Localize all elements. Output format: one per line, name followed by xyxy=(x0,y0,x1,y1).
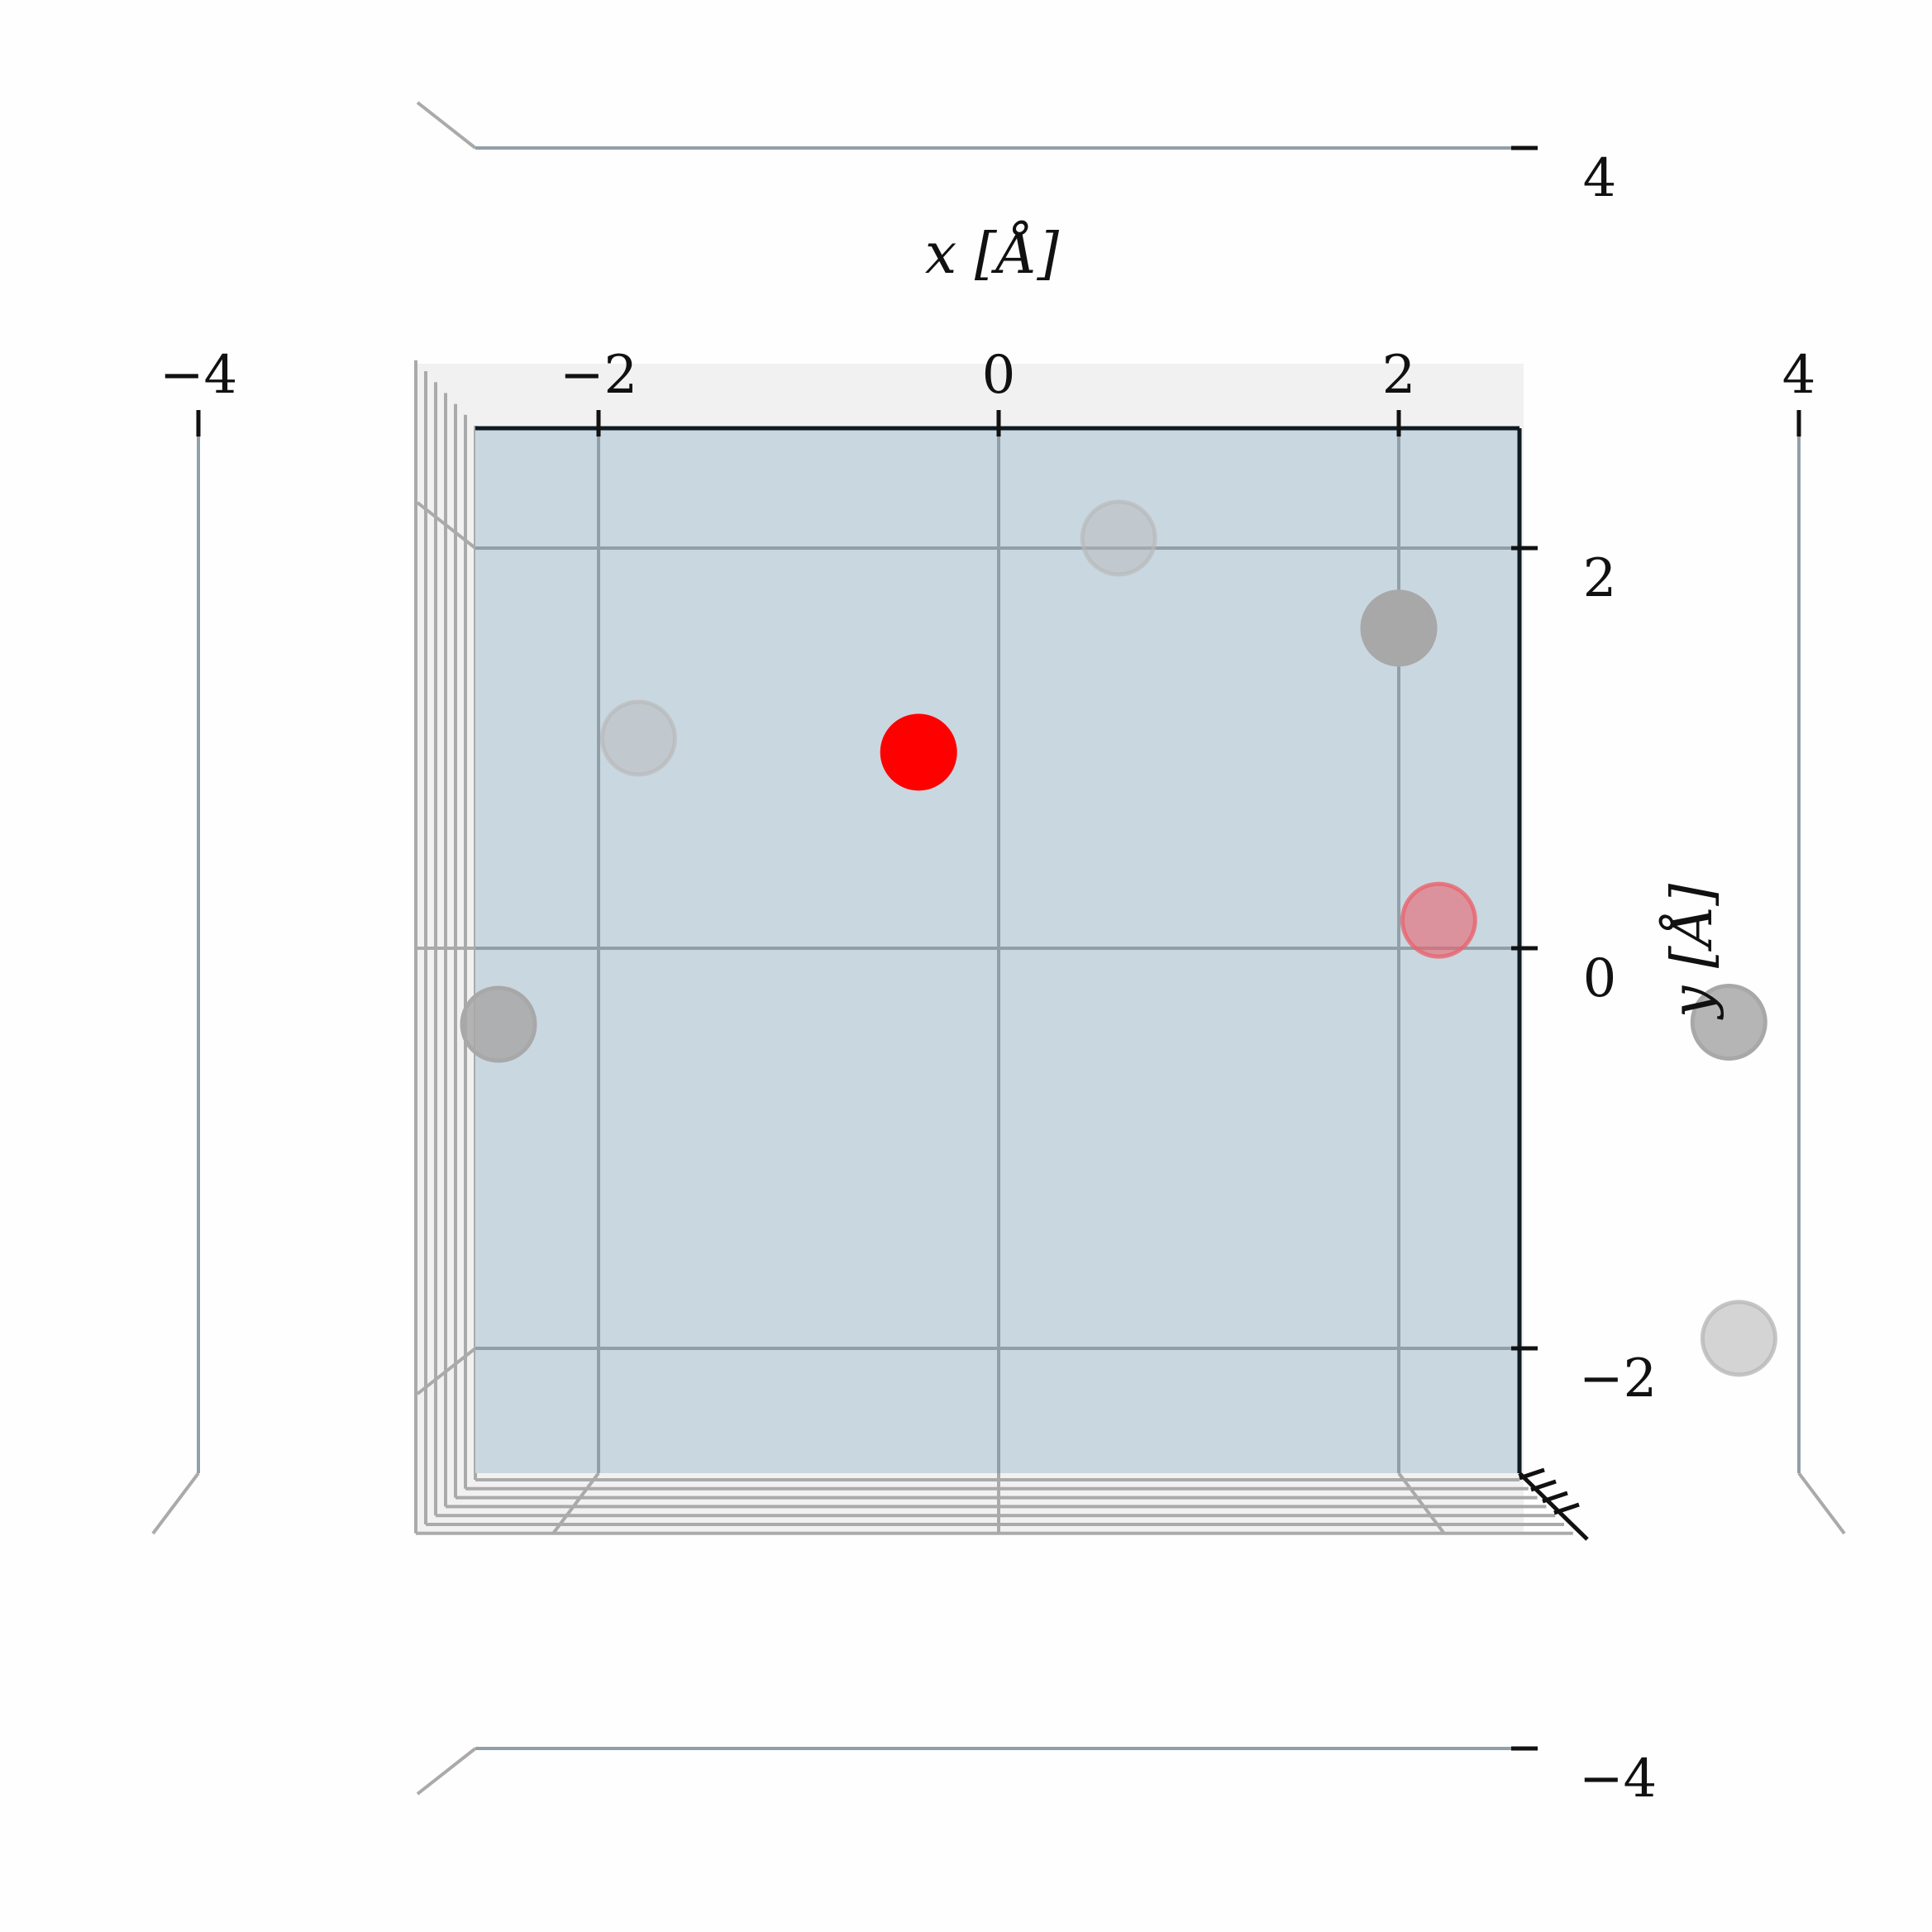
atom-point xyxy=(1400,881,1477,959)
atom-point xyxy=(1700,1300,1777,1377)
axes: −4 −2 0 2 4 −4 −2 0 2 4 xyxy=(160,145,1816,1810)
bottom-grid-connector xyxy=(151,1472,200,1535)
z-axis-line xyxy=(1518,1472,1589,1541)
atom-point xyxy=(1690,984,1767,1061)
side-grid-connector xyxy=(416,1347,477,1395)
atom-point xyxy=(1080,499,1157,577)
side-grid-connector xyxy=(416,501,477,550)
x-tick-label: 4 xyxy=(1782,345,1816,406)
bottom-grid-connector xyxy=(1397,1472,1446,1535)
atoms xyxy=(460,499,1777,1377)
x-tick-label: −4 xyxy=(160,345,237,406)
y-tick-label: 0 xyxy=(1583,948,1617,1009)
y-tick-label: −2 xyxy=(1579,1348,1657,1410)
atom-point xyxy=(599,699,677,777)
x-tick-label: 2 xyxy=(1382,345,1416,406)
atom-point xyxy=(460,985,537,1063)
atom-point xyxy=(880,713,957,791)
grid xyxy=(197,146,1801,1750)
x-axis-label: x [Å] xyxy=(925,221,1060,287)
bottom-grid-connector xyxy=(1797,1472,1846,1535)
atom-point xyxy=(1360,589,1438,667)
x-tick-label: 0 xyxy=(982,345,1016,406)
y-tick-label: 2 xyxy=(1583,548,1617,609)
side-grid-connector xyxy=(416,1747,477,1796)
side-grid-connector xyxy=(416,101,477,150)
y-axis-label: y [Å] xyxy=(1659,883,1725,1020)
x-tick-label: −2 xyxy=(560,345,637,406)
y-tick-label: −4 xyxy=(1579,1748,1657,1810)
y-tick-label: 4 xyxy=(1583,148,1617,209)
bottom-grid-connector xyxy=(551,1472,600,1535)
